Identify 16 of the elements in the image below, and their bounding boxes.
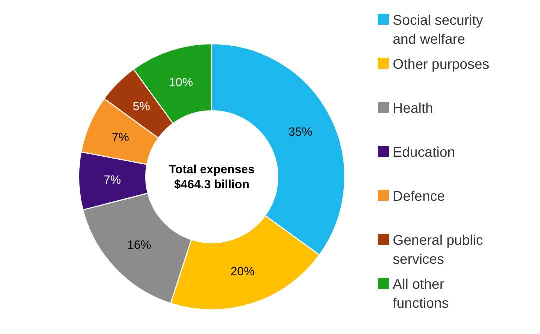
data-label: 16% [127,238,152,252]
legend-label: General public services [393,232,484,267]
legend-label: Education [393,144,456,160]
data-label: 10% [169,75,194,90]
text: $464.3 billion [174,178,250,192]
data-label: 7% [112,130,130,144]
legend-label: Social security and welfare [393,12,484,47]
data-label: 5% [132,100,151,114]
data-label: 7% [104,173,122,188]
legend-label: Other purposes [393,56,490,72]
data-label: 20% [230,264,256,279]
legend-label: Defence [393,188,446,204]
data-label: 35% [288,124,313,139]
legend-label: All other functions [393,276,450,311]
text: Total expenses [169,162,256,176]
legend-label: Health [393,100,434,116]
